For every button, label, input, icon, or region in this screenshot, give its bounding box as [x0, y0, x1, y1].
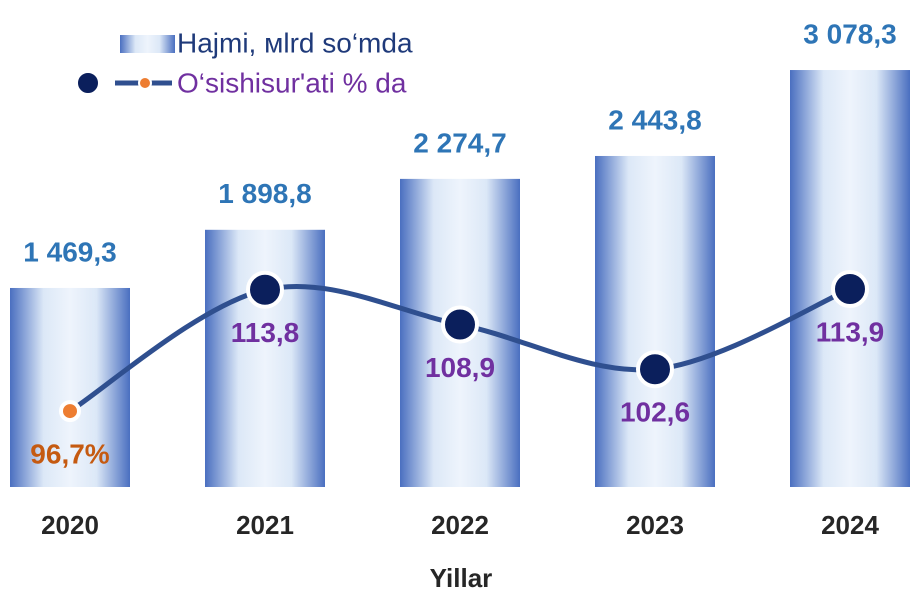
bar-value-label: 1 469,3	[23, 236, 116, 267]
line-value-label: 113,9	[816, 316, 885, 347]
x-axis-label: Yillar	[430, 563, 493, 593]
line-value-label: 102,6	[620, 397, 690, 428]
x-tick-label: 2024	[821, 510, 879, 540]
x-tick-label: 2023	[626, 510, 684, 540]
bar-value-label: 1 898,8	[218, 178, 311, 209]
line-value-label: 108,9	[425, 352, 495, 383]
legend-marker	[138, 76, 152, 90]
x-tick-label: 2021	[236, 510, 294, 540]
bar-value-label: 3 078,3	[803, 18, 896, 49]
legend-label: O‘sishisur'ati % da	[177, 67, 407, 98]
line-marker	[246, 270, 284, 309]
line-value-label: 113,8	[231, 317, 300, 348]
legend-marker	[74, 69, 102, 97]
legend-swatch-bar	[120, 35, 175, 53]
line-marker	[59, 400, 81, 423]
bar-value-label: 2 443,8	[608, 104, 701, 135]
bar-value-label: 2 274,7	[413, 127, 506, 158]
bar	[595, 155, 715, 487]
line-marker	[831, 270, 869, 309]
line-marker	[441, 305, 479, 344]
bar	[205, 229, 325, 488]
bar	[10, 287, 130, 487]
line-marker	[636, 350, 674, 389]
x-tick-label: 2022	[431, 510, 489, 540]
line-value-label: 96,7%	[30, 438, 109, 469]
legend-label: Hajmi, мlrd so‘mda	[177, 27, 413, 58]
x-tick-label: 2020	[41, 510, 99, 540]
